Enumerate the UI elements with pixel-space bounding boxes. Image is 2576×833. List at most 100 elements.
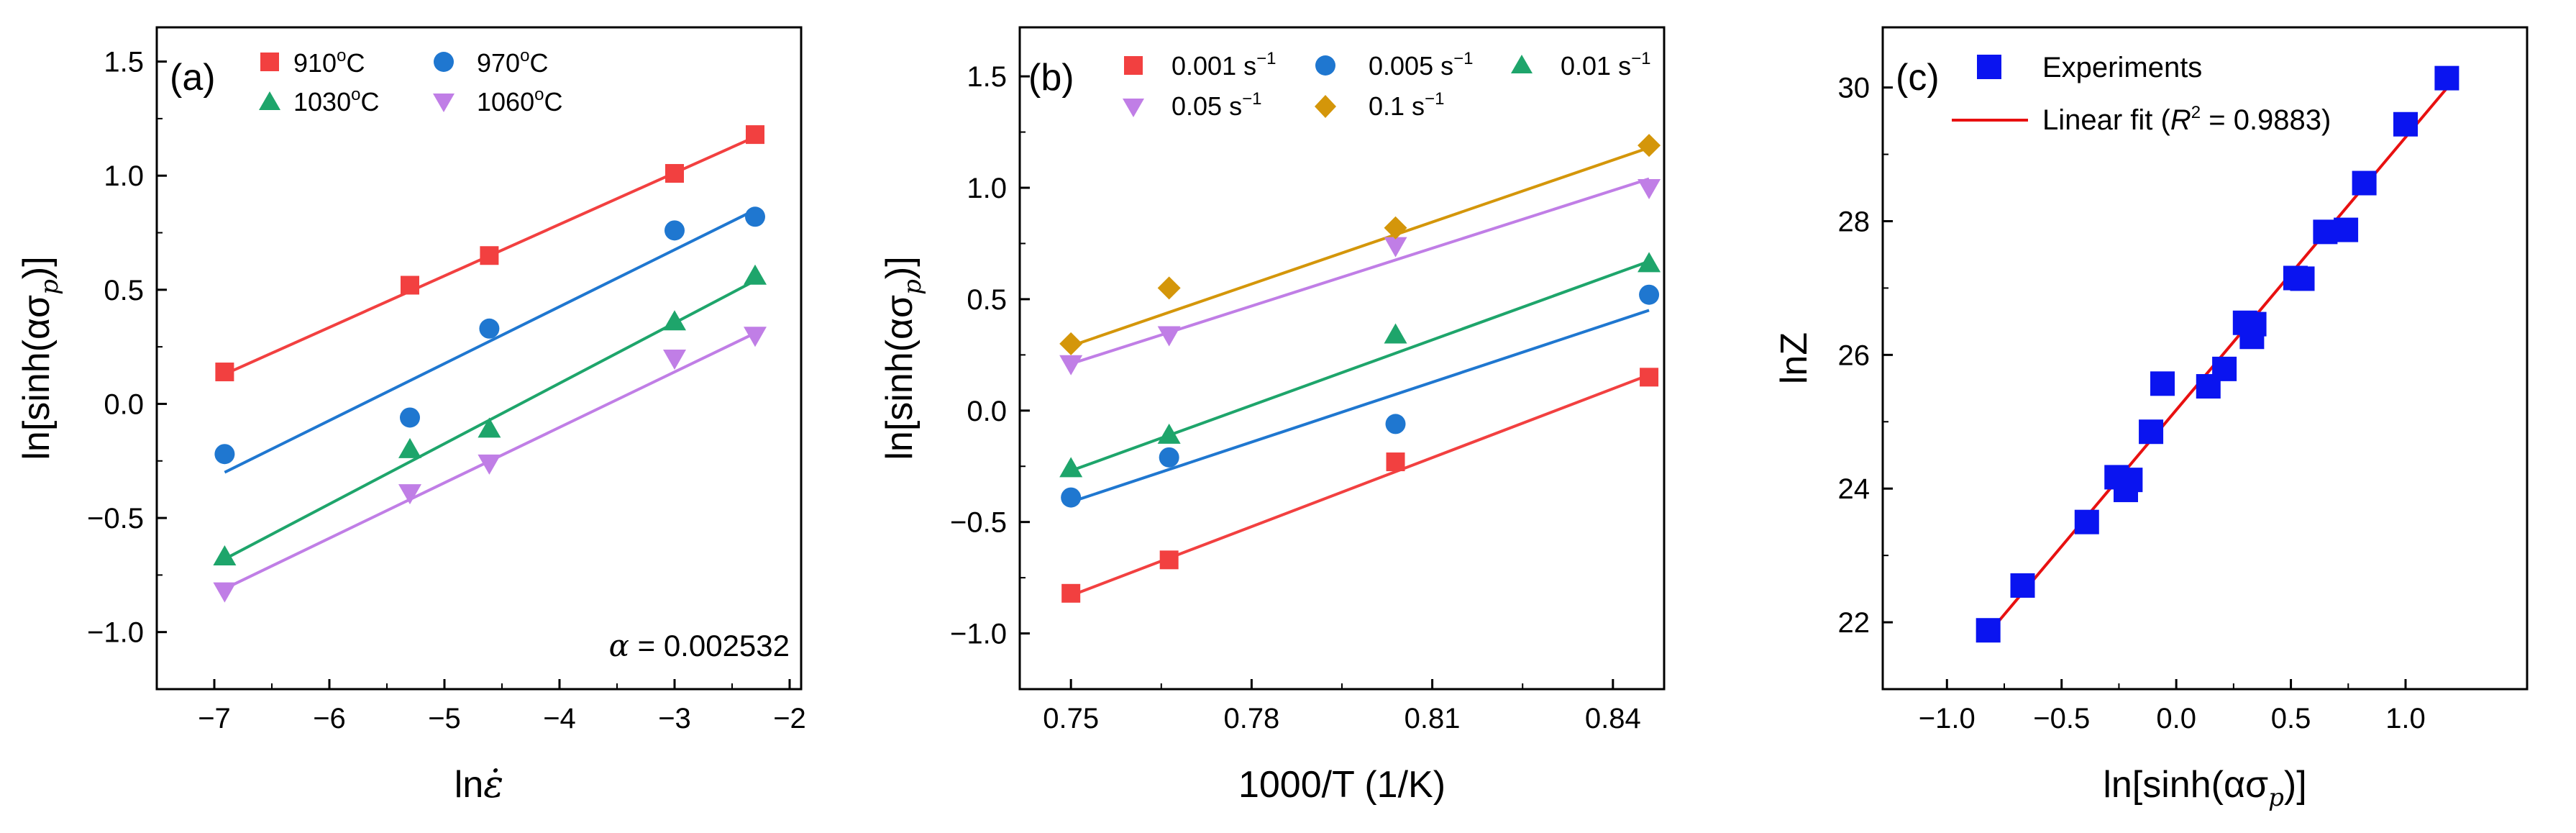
legend-marker-1030 <box>259 91 280 110</box>
y-tick-label-b-3: 0.5 <box>967 284 1007 316</box>
legend-entry-linear-fit: Linear fit (R2 = 0.9883) <box>1952 103 2331 136</box>
y-tick-label-c-3: 28 <box>1838 206 1871 237</box>
fit-line-b-0.01-s <box>1070 260 1650 473</box>
panel-c-ticks: −1.0 −0.5 0.0 0.5 1.0 22 24 26 28 30 <box>1838 73 2426 734</box>
point-a-1030-4 <box>744 264 767 285</box>
legend-entry-1030: 1030oC <box>259 85 379 117</box>
y-tick-label-b-1: −0.5 <box>950 507 1007 539</box>
legend-entry-0.005: 0.005 s−1 <box>1315 49 1473 81</box>
x-tick-label-a-4: −3 <box>658 703 691 734</box>
x-tick-label-a-1: −6 <box>313 703 346 734</box>
legend-marker-0.005 <box>1315 55 1335 76</box>
point-a-1030-2 <box>478 417 501 438</box>
panel-c-legend: Experiments Linear fit (R2 = 0.9883) <box>1952 52 2331 136</box>
point-c-Experiments-17 <box>2352 170 2377 196</box>
legend-label-1060: 1060oC <box>477 85 562 117</box>
point-b-0.005-s-2 <box>1385 414 1406 434</box>
legend-label-910: 910oC <box>293 46 365 78</box>
y-tick-label-a-0: −1.0 <box>87 617 144 649</box>
legend-label-0.005: 0.005 s−1 <box>1369 49 1473 81</box>
point-b-0.01-s-1 <box>1157 423 1181 444</box>
legend-label-experiments: Experiments <box>2042 52 2202 83</box>
legend-label-970: 970oC <box>477 46 548 78</box>
point-a-1060-4 <box>744 327 767 347</box>
point-b-0.1-s-3 <box>1638 134 1661 158</box>
fit-line-b-0.05-s <box>1070 177 1650 365</box>
point-c-Experiments-1 <box>2010 573 2035 598</box>
x-tick-label-a-3: −4 <box>543 703 576 734</box>
fit-line-a-970 <box>224 209 756 474</box>
legend-marker-910 <box>260 53 279 71</box>
panel-c-frame <box>1881 26 2529 691</box>
legend-marker-1060 <box>433 94 455 112</box>
point-b-0.05-s-3 <box>1638 179 1661 200</box>
panel-c-label: (c) <box>1896 57 1940 99</box>
y-tick-label-a-4: 1.0 <box>104 160 144 192</box>
point-c-Experiments-2 <box>2074 509 2099 534</box>
point-b-0.1-s-0 <box>1059 332 1083 355</box>
point-a-970-1 <box>400 407 420 428</box>
legend-marker-0.01 <box>1511 55 1533 73</box>
panel-b-plot-layer <box>1059 134 1661 603</box>
point-a-970-3 <box>664 220 685 241</box>
panel-a-alpha-annotation: α = 0.002532 <box>609 628 790 663</box>
point-c-Experiments-18 <box>2393 111 2419 137</box>
panel-a-x-axis-label: lnε̇ <box>455 763 503 806</box>
y-tick-label-a-2: 0.0 <box>104 388 144 420</box>
panel-b-legend: 0.001 s−1 0.005 s−1 0.01 s−1 0.05 s−1 0.… <box>1123 49 1650 121</box>
point-b-0.005-s-0 <box>1061 487 1082 508</box>
point-b-0.005-s-1 <box>1159 447 1179 468</box>
fit-line-b-0.001-s <box>1070 373 1650 597</box>
y-tick-label-b-2: 0.0 <box>967 396 1007 427</box>
panel-a-label: (a) <box>170 57 216 99</box>
point-a-970-2 <box>479 318 500 339</box>
panel-a-legend: 910oC 970oC 1030oC 1060oC <box>259 46 562 117</box>
point-b-0.1-s-2 <box>1384 216 1407 240</box>
point-c-Experiments-6 <box>2139 419 2164 445</box>
panel-a: −7 −6 −5 −4 −3 −2 −1.0 −0.5 0.0 0.5 1.0 1.5 (a) 910… <box>16 26 806 806</box>
point-b-0.05-s-0 <box>1059 355 1083 375</box>
legend-marker-0.05 <box>1123 99 1144 117</box>
legend-entry-910: 910oC <box>260 46 365 78</box>
x-tick-label-a-5: −2 <box>773 703 806 734</box>
x-tick-label-c-2: 0.0 <box>2156 703 2196 734</box>
point-a-1030-1 <box>398 437 421 458</box>
y-tick-label-c-4: 30 <box>1838 73 1871 104</box>
point-a-910-1 <box>401 276 419 295</box>
point-a-910-3 <box>665 164 684 183</box>
legend-label-0.05: 0.05 s−1 <box>1171 89 1261 121</box>
panel-b-x-axis-label: 1000/T (1/K) <box>1238 764 1445 806</box>
y-tick-label-b-4: 1.0 <box>967 173 1007 204</box>
panel-a-y-axis-label: ln[sinh(ασp)] <box>16 256 64 460</box>
legend-marker-970 <box>434 52 454 72</box>
x-tick-label-b-3: 0.84 <box>1585 703 1641 734</box>
y-tick-label-a-1: −0.5 <box>87 503 144 534</box>
point-a-1060-0 <box>213 582 237 603</box>
legend-label-1030: 1030oC <box>293 85 379 117</box>
point-b-0.001-s-0 <box>1061 583 1081 603</box>
panel-b-y-axis-label: ln[sinh(ασp)] <box>879 256 927 460</box>
fit-line-b-0.005-s <box>1070 309 1650 504</box>
point-c-Experiments-16 <box>2334 217 2359 242</box>
panel-b-label: (b) <box>1028 57 1074 99</box>
panel-a-ticks: −7 −6 −5 −4 −3 −2 −1.0 −0.5 0.0 0.5 1.0 1.5 <box>87 47 806 734</box>
point-b-0.05-s-2 <box>1384 237 1407 258</box>
point-b-0.005-s-3 <box>1639 284 1660 305</box>
panel-c-x-axis-label: ln[sinh(ασp)] <box>2103 764 2306 812</box>
point-a-910-0 <box>215 363 234 382</box>
point-b-0.01-s-0 <box>1059 457 1083 478</box>
point-a-1030-0 <box>213 545 237 565</box>
legend-label-0.01: 0.01 s−1 <box>1561 49 1650 81</box>
x-tick-label-b-2: 0.81 <box>1405 703 1461 734</box>
legend-entry-0.01: 0.01 s−1 <box>1511 49 1650 81</box>
point-c-Experiments-7 <box>2150 371 2175 396</box>
y-tick-label-c-2: 26 <box>1838 340 1871 371</box>
panel-c: −1.0 −0.5 0.0 0.5 1.0 22 24 26 28 30 (c) Experime… <box>1773 26 2529 812</box>
y-tick-label-b-0: −1.0 <box>950 619 1007 650</box>
y-tick-label-b-5: 1.5 <box>967 61 1007 93</box>
point-c-Experiments-14 <box>2290 266 2315 291</box>
point-a-1060-1 <box>398 484 421 505</box>
legend-entry-970: 970oC <box>434 46 548 78</box>
point-a-910-2 <box>480 246 499 265</box>
